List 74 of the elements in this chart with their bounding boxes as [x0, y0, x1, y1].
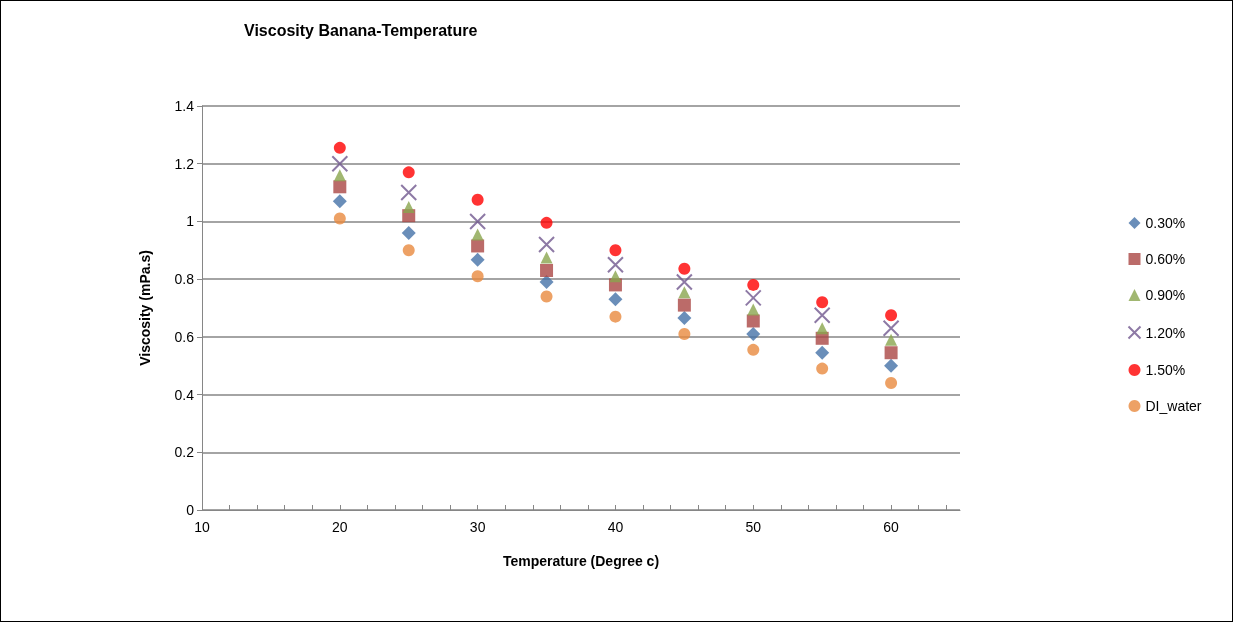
x-axis-title: Temperature (Degree c): [502, 553, 660, 569]
point: [885, 333, 898, 346]
y-tick-label: 1.2: [174, 155, 195, 172]
point: [331, 155, 349, 173]
point: [400, 184, 418, 202]
x-tick-label: 10: [194, 519, 210, 535]
y-tick-label: 1: [186, 213, 195, 230]
point: [540, 216, 553, 229]
point: [747, 303, 760, 316]
point: [608, 292, 623, 307]
x-tick-label: 60: [883, 519, 900, 535]
point: [816, 296, 829, 309]
x-tick-label: 40: [607, 519, 624, 535]
point: [816, 362, 829, 375]
point: [746, 314, 760, 328]
point: [815, 345, 830, 360]
point: [470, 252, 485, 267]
x-tick-label: 50: [745, 519, 762, 535]
point: [333, 212, 346, 225]
point: [540, 263, 554, 277]
y-tick-label: 0.8: [174, 271, 195, 288]
point: [471, 239, 485, 253]
point: [539, 275, 554, 290]
y-tick-label: 0: [186, 502, 195, 518]
point: [816, 322, 829, 335]
point: [332, 194, 347, 209]
point: [609, 270, 622, 283]
point: [471, 270, 484, 283]
point: [471, 193, 484, 206]
point: [885, 377, 898, 390]
point: [402, 166, 415, 179]
point: [333, 180, 347, 194]
legend-label: 0.90%: [1145, 287, 1186, 303]
legend-label: 0.30%: [1145, 215, 1186, 231]
y-tick-label: 1.4: [174, 98, 195, 114]
point: [678, 327, 691, 340]
point: [746, 326, 761, 341]
point: [471, 228, 484, 241]
y-tick-label: 0.2: [174, 444, 195, 461]
point: [677, 311, 692, 326]
point: [606, 256, 624, 274]
point: [677, 298, 691, 312]
point: [540, 251, 553, 264]
legend-label: 1.20%: [1145, 324, 1186, 341]
chart-title: Viscosity Banana-Temperature: [244, 21, 478, 39]
point: [333, 169, 346, 182]
x-tick-label: 20: [332, 519, 348, 535]
x-tick-label: 30: [469, 519, 486, 535]
point: [540, 290, 553, 303]
point: [744, 289, 762, 307]
point: [813, 306, 831, 324]
point: [884, 346, 898, 360]
point: [884, 358, 899, 373]
point: [333, 141, 346, 154]
y-axis-title: Viscosity (mPa.s): [137, 250, 153, 366]
point: [747, 343, 760, 356]
legend-label: DI_water: [1145, 398, 1202, 414]
legend-label: 0.60%: [1145, 251, 1186, 267]
point: [402, 244, 415, 257]
point: [609, 310, 622, 323]
point: [678, 286, 691, 299]
point: [401, 225, 416, 240]
point: [675, 273, 693, 291]
point: [402, 201, 415, 213]
legend-label: 1.50%: [1145, 362, 1186, 378]
point: [678, 262, 691, 275]
point: [885, 309, 898, 322]
y-tick-label: 0.4: [174, 386, 195, 403]
point: [609, 244, 622, 257]
point: [747, 278, 760, 291]
point: [469, 212, 487, 230]
point: [882, 319, 900, 337]
point: [538, 236, 556, 254]
y-tick-label: 0.6: [174, 328, 195, 345]
